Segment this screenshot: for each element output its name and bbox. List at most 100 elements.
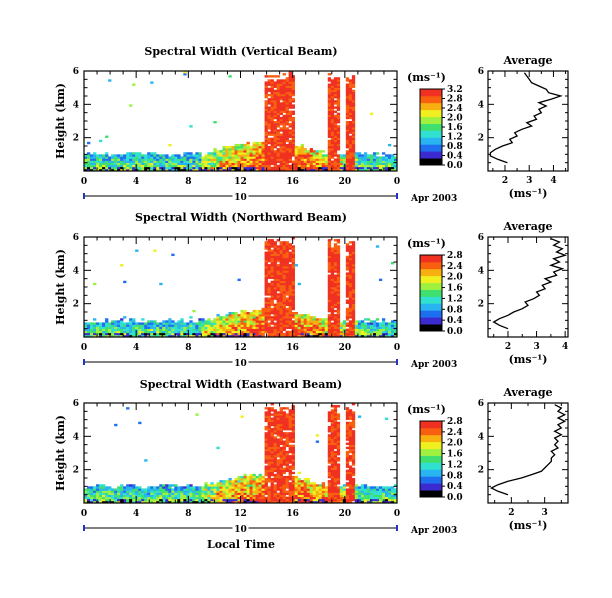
heatmap-cell bbox=[348, 438, 353, 441]
heatmap-cell bbox=[234, 492, 238, 495]
heatmap-cell bbox=[273, 146, 277, 149]
heatmap-cell bbox=[345, 490, 350, 493]
heatmap-cell bbox=[168, 156, 172, 159]
heatmap-cell bbox=[198, 160, 202, 163]
heatmap-cell bbox=[201, 168, 205, 172]
heatmap-cell bbox=[240, 150, 244, 153]
heatmap-cell bbox=[327, 249, 332, 252]
heatmap-cell bbox=[327, 96, 332, 99]
heatmap-cell bbox=[189, 162, 193, 166]
heatmap-cell bbox=[273, 154, 277, 157]
heatmap-cell bbox=[243, 150, 247, 153]
heatmap-cell bbox=[261, 318, 265, 321]
heatmap-cell bbox=[126, 168, 130, 172]
heatmap-cell bbox=[285, 150, 289, 153]
heatmap-cell bbox=[384, 322, 389, 325]
heatmap-cell bbox=[102, 330, 106, 334]
heatmap-cell bbox=[282, 272, 286, 275]
heatmap-cell bbox=[141, 166, 145, 170]
heatmap-cell bbox=[276, 475, 280, 479]
heatmap-cell bbox=[264, 116, 268, 120]
heatmap-cell bbox=[216, 162, 220, 166]
heatmap-cell bbox=[285, 96, 289, 99]
heatmap-cell bbox=[93, 160, 97, 163]
heatmap-cell bbox=[339, 326, 344, 329]
heatmap-cell bbox=[171, 166, 175, 170]
heatmap-cell bbox=[303, 316, 308, 319]
heatmap-cell bbox=[204, 168, 208, 172]
heatmap-cell bbox=[255, 488, 259, 491]
heatmap-cell bbox=[186, 490, 190, 493]
heatmap-cell bbox=[279, 467, 283, 470]
heatmap-cell bbox=[138, 490, 142, 493]
heatmap-cell bbox=[276, 268, 280, 271]
heatmap-cell bbox=[147, 320, 151, 323]
heatmap-cell bbox=[210, 492, 214, 495]
average-profile-line bbox=[492, 238, 568, 330]
heatmap-cell bbox=[336, 168, 341, 172]
heatmap-cell bbox=[273, 330, 277, 334]
heatmap-cell bbox=[237, 478, 241, 481]
heatmap-cell bbox=[345, 457, 350, 460]
heatmap-cell bbox=[276, 309, 280, 313]
heatmap-cell bbox=[351, 137, 356, 141]
heatmap-cell bbox=[105, 328, 109, 332]
colorbar-segment bbox=[420, 312, 442, 315]
heatmap-cell bbox=[264, 241, 268, 244]
heatmap-cell bbox=[276, 259, 280, 263]
heatmap-cell bbox=[270, 106, 274, 109]
heatmap-cell bbox=[342, 492, 347, 495]
x-tick-label: 16 bbox=[286, 343, 299, 353]
heatmap-cell bbox=[363, 328, 368, 332]
heatmap-cell bbox=[273, 440, 277, 443]
heatmap-cell bbox=[336, 492, 341, 495]
heatmap-cell bbox=[117, 496, 121, 500]
heatmap-cell bbox=[312, 168, 317, 172]
heatmap-cell bbox=[351, 295, 356, 298]
heatmap-cell bbox=[291, 415, 295, 418]
heatmap-cell bbox=[267, 125, 271, 128]
heatmap-cell bbox=[345, 79, 350, 82]
heatmap-cell bbox=[276, 463, 280, 466]
heatmap-cell bbox=[213, 326, 217, 329]
heatmap-cell bbox=[354, 326, 359, 329]
heatmap-cell bbox=[297, 156, 301, 159]
heatmap-cell bbox=[285, 316, 289, 319]
heatmap-cell bbox=[264, 264, 268, 267]
panel-northward: Spectral Width (Northward Beam) 0 4 8 12 16 2… bbox=[54, 211, 569, 370]
heatmap-cell bbox=[327, 450, 332, 454]
heatmap-cell bbox=[231, 486, 235, 489]
heatmap-cell bbox=[276, 266, 280, 269]
heatmap-cell bbox=[333, 133, 338, 136]
heatmap-cell bbox=[291, 407, 295, 410]
heatmap-cell bbox=[279, 307, 283, 311]
heatmap-cell bbox=[96, 490, 100, 493]
heatmap-cell bbox=[297, 478, 301, 481]
heatmap-cell bbox=[288, 498, 292, 502]
heatmap-cell bbox=[288, 417, 292, 420]
heatmap-cell bbox=[348, 166, 353, 170]
heatmap-cell bbox=[303, 482, 308, 485]
heatmap-cell bbox=[315, 484, 320, 487]
heatmap-cell bbox=[351, 289, 356, 292]
heatmap-cell bbox=[285, 247, 289, 250]
heatmap-cell bbox=[135, 330, 139, 334]
heatmap-cell bbox=[258, 492, 262, 495]
heatmap-cell bbox=[270, 133, 274, 136]
heatmap-cell bbox=[282, 160, 286, 163]
heatmap-cell bbox=[369, 332, 374, 336]
heatmap-cell bbox=[240, 166, 244, 170]
heatmap-cell bbox=[363, 152, 368, 155]
heatmap-cell bbox=[264, 471, 268, 475]
heatmap-cell bbox=[267, 243, 271, 246]
heatmap-cell bbox=[171, 332, 175, 336]
heatmap-cell bbox=[258, 314, 262, 317]
heatmap-cell bbox=[108, 162, 112, 166]
heatmap-northward bbox=[84, 237, 398, 338]
heatmap-cell bbox=[195, 322, 199, 325]
heatmap-cell bbox=[327, 459, 332, 462]
heatmap-cell bbox=[288, 461, 292, 464]
heatmap-cell bbox=[321, 496, 326, 500]
heatmap-cell bbox=[336, 158, 341, 161]
heatmap-cell bbox=[201, 324, 205, 327]
